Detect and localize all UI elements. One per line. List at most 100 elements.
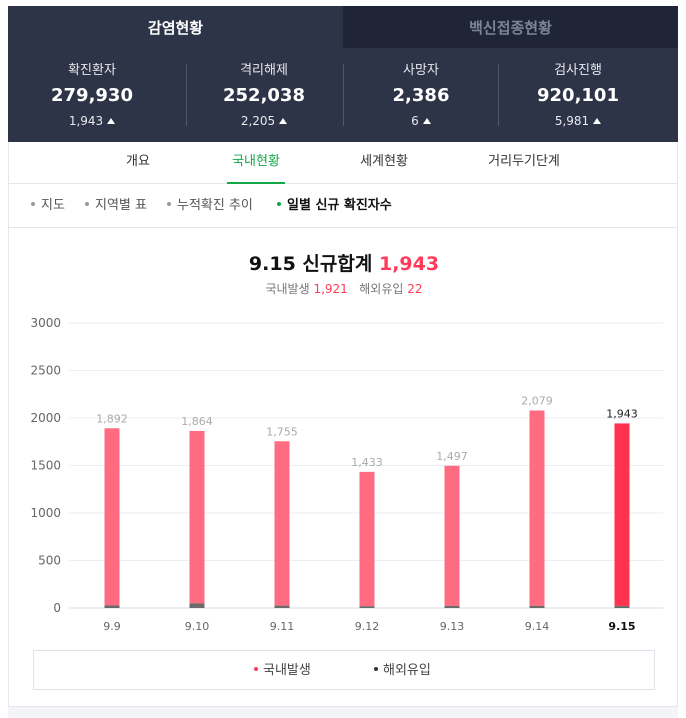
x-tick-label: 9.9 (103, 620, 121, 633)
bar-overseas (274, 605, 290, 608)
filter-map[interactable]: 지도 (31, 198, 65, 214)
bar-value-label: 2,079 (521, 394, 553, 407)
legend-dot-icon (254, 667, 258, 671)
top-tabs: 감염현황 백신접종현황 (8, 6, 678, 48)
y-tick-label: 2000 (30, 411, 61, 425)
filter-cumulative-trend[interactable]: 누적확진 추이 (167, 198, 253, 214)
subnav-domestic[interactable]: 국내현황 (227, 142, 285, 184)
bar-overseas (444, 605, 460, 608)
stat-confirmed: 확진환자 279,930 1,943 (14, 62, 170, 132)
x-tick-label: 9.10 (185, 620, 210, 633)
domestic-label: 국내발생 (265, 282, 310, 296)
bullet-icon (31, 202, 35, 206)
tab-vaccination-status[interactable]: 백신접종현황 (343, 6, 678, 48)
chart-legend: 국내발생 해외유입 (33, 650, 655, 690)
stat-value: 279,930 (51, 85, 133, 106)
stat-change-value: 6 (411, 114, 419, 128)
legend-label: 해외유입 (383, 663, 431, 678)
bar-overseas (614, 605, 630, 608)
bar-value-label: 1,864 (181, 415, 213, 428)
divider (186, 64, 187, 126)
x-tick-label: 9.15 (608, 620, 635, 633)
bar-value-label: 1,755 (266, 425, 298, 438)
legend-domestic: 국내발생 (254, 662, 311, 680)
y-tick-label: 2500 (30, 364, 61, 378)
infection-status-header: 감염현황 백신접종현황 확진환자 279,930 1,943 격리해제 252,… (8, 6, 678, 142)
headline-total: 1,943 (378, 253, 440, 275)
stat-change: 6 (343, 112, 499, 130)
y-tick-label: 3000 (30, 316, 61, 330)
tab-infection-status[interactable]: 감염현황 (8, 6, 343, 48)
subnav-distancing-level[interactable]: 거리두기단계 (488, 154, 560, 169)
stat-change-value: 5,981 (554, 114, 590, 128)
daily-total-headline: 9.15 신규합계 1,943 (9, 250, 679, 278)
stat-label: 확진환자 (68, 63, 116, 78)
bar-overseas (529, 605, 545, 608)
filter-label: 지역별 표 (95, 198, 147, 213)
domestic-value: 1,921 (313, 282, 348, 296)
bar-domestic (359, 471, 375, 607)
bar-domestic (104, 428, 120, 606)
filter-label: 일별 신규 확진자수 (287, 198, 392, 213)
subnav-world[interactable]: 세계현황 (360, 154, 408, 169)
overseas-value: 22 (407, 282, 423, 296)
bar-value-label: 1,433 (351, 456, 383, 469)
stat-value: 920,101 (537, 85, 619, 106)
sub-navigation: 개요 국내현황 세계현황 거리두기단계 (8, 142, 678, 184)
filter-daily-new-cases[interactable]: 일별 신규 확진자수 (277, 198, 392, 214)
up-arrow-icon (279, 118, 288, 124)
stat-change-value: 1,943 (68, 114, 104, 128)
filter-label: 지도 (41, 198, 65, 213)
stat-released: 격리해제 252,038 2,205 (186, 62, 342, 132)
up-arrow-icon (593, 118, 602, 124)
bar-overseas (104, 605, 120, 608)
bar-value-label: 1,892 (96, 412, 128, 425)
bar-value-label: 1,497 (436, 450, 468, 463)
daily-cases-chart: 0 500 1000 1500 2000 2500 3000 1,892 9.9 1,864 9.1… (30, 316, 663, 633)
stat-deaths: 사망자 2,386 6 (343, 62, 499, 132)
x-tick-label: 9.13 (440, 620, 465, 633)
subnav-overview[interactable]: 개요 (126, 154, 150, 169)
overseas-label: 해외유입 (359, 282, 404, 296)
bullet-icon (167, 202, 171, 206)
daily-cases-panel: 9.15 신규합계 1,943 국내발생 1,921 해외유입 22 0 500 1… (8, 228, 678, 710)
stat-change-value: 2,205 (240, 114, 276, 128)
bullet-icon (85, 202, 89, 206)
bar-domestic (529, 410, 545, 606)
bar-domestic (614, 423, 630, 606)
y-tick-label: 0 (53, 601, 61, 615)
legend-overseas: 해외유입 (374, 662, 431, 680)
stat-change: 1,943 (14, 112, 170, 130)
stat-change: 5,981 (500, 112, 656, 130)
headline-date-label: 9.15 신규합계 (248, 253, 373, 275)
stat-change: 2,205 (186, 112, 342, 130)
x-tick-label: 9.14 (525, 620, 550, 633)
bar-overseas (359, 606, 375, 608)
divider (343, 64, 344, 126)
stat-label: 검사진행 (554, 63, 602, 78)
stat-value: 2,386 (392, 85, 450, 106)
stat-value: 252,038 (223, 85, 305, 106)
bar-domestic (189, 430, 205, 604)
bar-overseas (189, 603, 205, 608)
stat-label: 격리해제 (240, 63, 288, 78)
up-arrow-icon (107, 118, 116, 124)
y-tick-label: 500 (38, 554, 61, 568)
filter-label: 누적확진 추이 (177, 198, 253, 213)
x-tick-label: 9.11 (270, 620, 295, 633)
y-tick-label: 1500 (30, 459, 61, 473)
bottom-divider (8, 706, 678, 718)
stat-label: 사망자 (403, 63, 439, 78)
filter-regional-table[interactable]: 지역별 표 (85, 198, 147, 214)
up-arrow-icon (422, 118, 431, 124)
divider (498, 64, 499, 126)
view-filters: 지도 지역별 표 누적확진 추이 일별 신규 확진자수 (8, 184, 678, 228)
bar-domestic (444, 465, 460, 606)
legend-dot-icon (374, 667, 378, 671)
bar-domestic (274, 441, 290, 606)
y-tick-label: 1000 (30, 506, 61, 520)
stat-testing: 검사진행 920,101 5,981 (500, 62, 656, 132)
bar-value-label: 1,943 (606, 407, 638, 420)
x-tick-label: 9.12 (355, 620, 380, 633)
daily-breakdown: 국내발생 1,921 해외유입 22 (9, 280, 679, 298)
